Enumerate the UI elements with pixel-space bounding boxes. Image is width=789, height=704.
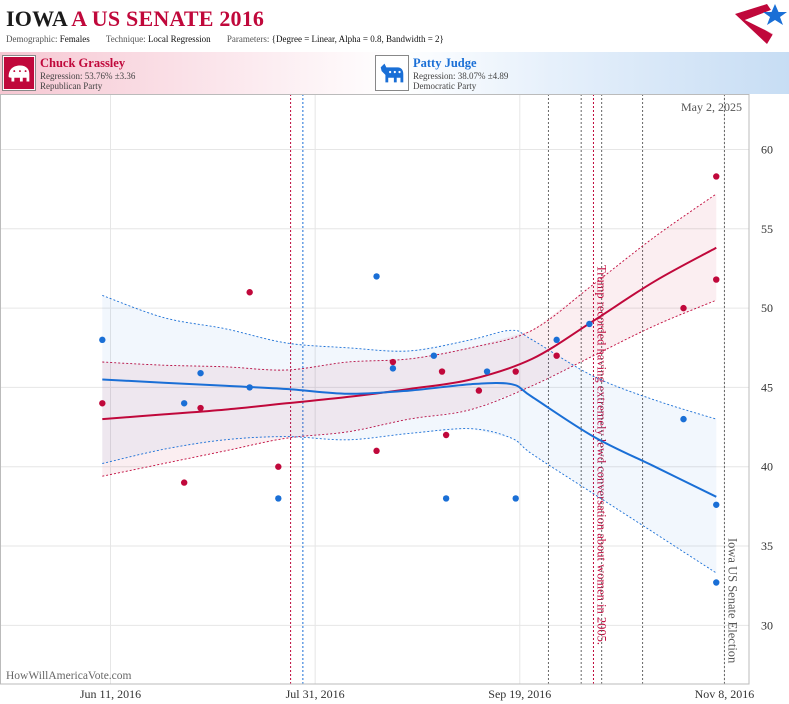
poll-point — [512, 495, 519, 502]
y-tick-label: 40 — [761, 460, 773, 474]
param-key-technique: Technique: — [105, 34, 146, 44]
candidate-name: Chuck Grassley — [40, 56, 126, 70]
x-tick-label: Nov 8, 2016 — [695, 687, 755, 701]
poll-point — [99, 336, 106, 344]
poll-point — [586, 320, 593, 328]
poll-point — [553, 352, 560, 359]
param-value-technique: Local Regression — [147, 34, 211, 44]
confidence-band — [102, 295, 717, 573]
poll-point — [197, 369, 204, 377]
x-tick-label: Jun 11, 2016 — [80, 687, 141, 701]
poll-point — [430, 352, 438, 359]
poll-point — [389, 358, 397, 366]
poll-point — [275, 495, 282, 502]
poll-point — [475, 387, 483, 394]
poll-point — [713, 501, 720, 508]
confidence-lower — [102, 299, 717, 477]
elephant-icon — [2, 55, 36, 91]
param-key-demographic: Demographic: — [6, 34, 58, 44]
poll-points — [99, 173, 720, 586]
poll-point — [713, 173, 720, 180]
y-tick-label: 35 — [761, 539, 773, 553]
y-tick-label: 30 — [761, 618, 773, 632]
regression-line — [102, 378, 717, 498]
poll-chart: Trump recorded having extremely lewd con… — [0, 94, 773, 701]
poll-point — [373, 447, 380, 455]
candidate-party: Republican Party — [40, 81, 103, 91]
confidence-lower — [102, 428, 717, 574]
param-key-parameters: Parameters: — [226, 34, 270, 44]
axes: 30 35 40 45 50 55 60 Jun 11, 2016 Jul 31, 2016 Se… — [0, 94, 773, 701]
poll-point — [680, 415, 687, 423]
grid — [0, 94, 749, 684]
poll-point — [180, 479, 188, 486]
poll-point — [373, 273, 380, 280]
poll-point — [442, 431, 450, 439]
event-lines: Trump recorded having extremely lewd con… — [290, 94, 739, 684]
poll-point — [553, 336, 560, 344]
poll-point — [713, 579, 720, 586]
candidate-regression: Regression: 38.07% ±4.89 — [413, 71, 509, 81]
regression-line — [102, 246, 717, 421]
donkey-icon — [375, 55, 409, 91]
poll-point — [197, 404, 204, 412]
poll-point — [246, 289, 253, 296]
page-title: IOWA A US SENATE 2016 — [6, 6, 264, 32]
candidate-name: Patty Judge — [413, 56, 477, 70]
y-tick-label: 55 — [761, 222, 773, 236]
date-label: May 2, 2025 — [681, 100, 742, 114]
header: IOWA A US SENATE 2016 Demographic: Femal… — [0, 0, 789, 52]
poll-point — [713, 276, 720, 283]
regression-lines — [102, 246, 717, 498]
poll-point — [483, 368, 491, 375]
event-label: Iowa US Senate Election — [725, 538, 739, 664]
star-flag-logo-icon — [735, 4, 787, 44]
poll-point — [246, 384, 253, 391]
poll-point — [99, 400, 106, 407]
poll-point — [442, 495, 450, 502]
y-tick-label: 45 — [761, 380, 773, 394]
poll-point — [180, 400, 188, 407]
plot-frame — [0, 94, 750, 685]
title-event: A US SENATE 2016 — [71, 6, 265, 31]
poll-point — [512, 368, 519, 375]
x-tick-label: Sep 19, 2016 — [488, 687, 551, 701]
x-tick-label: Jul 31, 2016 — [286, 687, 345, 701]
y-tick-label: 60 — [761, 143, 773, 157]
candidate-party: Democratic Party — [413, 81, 477, 91]
param-value-demographic: Females — [59, 34, 90, 44]
candidate-bar: Chuck Grassley Regression: 53.76% ±3.36 … — [0, 52, 789, 94]
parameters-line: Demographic: Females Technique: Local Re… — [6, 34, 458, 44]
param-value-parameters: {Degree = Linear, Alpha = 0.8, Bandwidth… — [271, 34, 444, 44]
poll-point — [275, 463, 282, 470]
watermark: HowWillAmericaVote.com — [6, 670, 132, 682]
y-tick-label: 50 — [761, 301, 773, 315]
poll-point — [680, 304, 687, 312]
title-state: IOWA — [6, 6, 67, 31]
poll-point — [389, 365, 397, 372]
poll-point — [438, 368, 446, 375]
candidate-regression: Regression: 53.76% ±3.36 — [40, 71, 136, 81]
